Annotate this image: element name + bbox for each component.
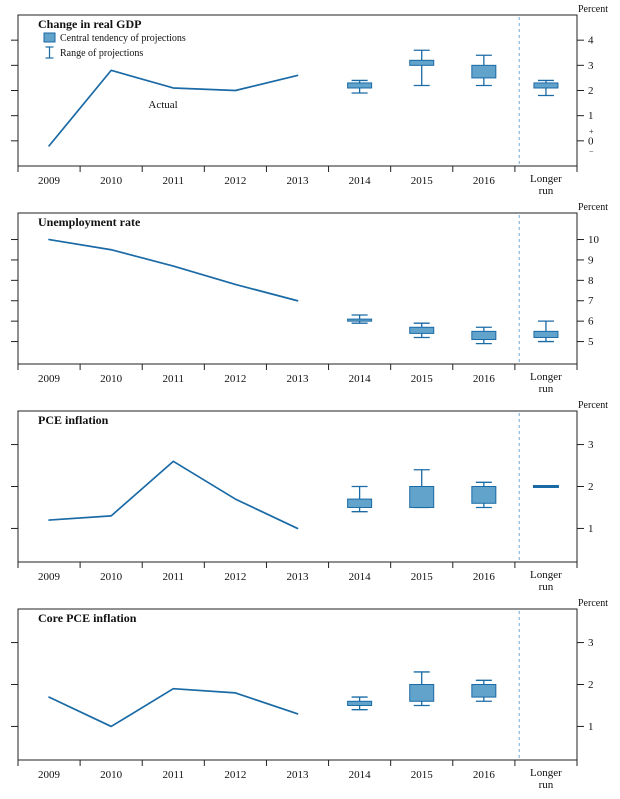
x-tick-label: 2016 xyxy=(473,571,496,583)
y-tick-label: 2 xyxy=(588,481,594,493)
x-tick-label: 2009 xyxy=(38,571,61,583)
x-label-longer-run-line1: Longer xyxy=(530,173,562,185)
panel-gdp: 4 3 2 1 0 + − Actual 2009 2010 2011 2012 2013 2014 201… xyxy=(0,3,620,201)
x-tick-label: 2009 xyxy=(38,373,61,385)
x-label-longer-run-line1: Longer xyxy=(530,569,562,581)
x-label-longer-run-line1: Longer xyxy=(530,371,562,383)
unit-label: Percent xyxy=(578,598,608,609)
gdp-chart: 4 3 2 1 0+ − Actual 2009 2010 2011 2012 2013 2014 201… xyxy=(11,4,608,197)
y-tick-label: 5 xyxy=(588,336,594,348)
x-tick-label: 2011 xyxy=(162,373,184,385)
panel-core-pce-inflation: 3 2 1 2009 2010 2011 2012 2013 2014 2015 2016 Longe… xyxy=(0,597,620,795)
y-tick-label: 2 xyxy=(588,679,594,691)
x-tick-label: 2011 xyxy=(162,769,184,781)
y-tick-label: 1 xyxy=(588,523,594,535)
core-pce-inflation-chart: 3 2 1 2009 2010 2011 2012 2013 2014 2015 2016 Longe… xyxy=(11,598,608,791)
x-label-longer-run-line2: run xyxy=(539,185,554,197)
x-tick-label: 2013 xyxy=(287,769,310,781)
x-tick-label: 2009 xyxy=(38,175,61,187)
y-tick-label: 4 xyxy=(588,35,594,47)
y-tick-label: 3 xyxy=(588,439,594,451)
y-tick-label: 3 xyxy=(588,60,594,72)
panel-title: Unemployment rate xyxy=(38,215,141,229)
unit-label: Percent xyxy=(578,4,608,15)
central-tendency-box xyxy=(471,330,497,341)
x-tick-label: 2011 xyxy=(162,571,184,583)
central-tendency-box xyxy=(409,486,435,508)
legend-central-tendency-swatch xyxy=(43,32,56,43)
central-tendency-box xyxy=(471,684,497,698)
y-tick-label: 9 xyxy=(588,254,594,266)
x-label-longer-run-line1: Longer xyxy=(530,767,562,779)
central-tendency-box xyxy=(533,82,559,89)
actual-line xyxy=(48,238,299,302)
central-tendency-box xyxy=(347,318,373,322)
x-tick-label: 2010 xyxy=(100,373,123,385)
zero-minus-sign: − xyxy=(589,147,594,156)
x-label-longer-run-line2: run xyxy=(539,383,554,395)
central-tendency-box xyxy=(347,700,373,706)
central-tendency-box xyxy=(347,82,373,89)
x-label-longer-run-line2: run xyxy=(539,779,554,791)
x-tick-label: 2016 xyxy=(473,175,496,187)
x-tick-label: 2014 xyxy=(349,373,372,385)
x-tick-label: 2010 xyxy=(100,571,123,583)
legend-central-tendency-label: Central tendency of projections xyxy=(60,33,186,44)
y-tick-label: 1 xyxy=(588,110,594,122)
x-tick-label: 2015 xyxy=(411,571,434,583)
actual-label: Actual xyxy=(148,99,177,111)
zero-plus-sign: + xyxy=(589,127,594,136)
x-tick-label: 2015 xyxy=(411,769,434,781)
central-tendency-box xyxy=(409,326,435,334)
unit-label: Percent xyxy=(578,202,608,213)
panel-pce-inflation: 3 2 1 2009 2010 2011 2012 2013 2014 2015 2016 Longe… xyxy=(0,399,620,597)
actual-line xyxy=(48,460,299,530)
y-tick-label: 7 xyxy=(588,295,594,307)
unit-label: Percent xyxy=(578,400,608,411)
x-tick-label: 2013 xyxy=(287,571,310,583)
x-tick-label: 2013 xyxy=(287,175,310,187)
y-tick-label: 6 xyxy=(588,316,594,328)
x-tick-label: 2010 xyxy=(100,769,123,781)
central-tendency-box xyxy=(471,486,497,504)
panel-unemployment: 10 9 8 7 6 5 2009 2010 2011 2012 2013 2014 2015 2016 L… xyxy=(0,201,620,399)
actual-line xyxy=(48,687,299,728)
x-tick-label: 2014 xyxy=(349,175,372,187)
central-tendency-box xyxy=(409,59,435,66)
x-tick-label: 2015 xyxy=(411,175,434,187)
x-tick-label: 2012 xyxy=(224,373,246,385)
x-tick-label: 2015 xyxy=(411,373,434,385)
x-tick-label: 2010 xyxy=(100,175,123,187)
pce-inflation-chart: 3 2 1 2009 2010 2011 2012 2013 2014 2015 2016 Longe… xyxy=(11,400,608,593)
x-tick-label: 2014 xyxy=(349,571,372,583)
unemployment-chart: 10 9 8 7 6 5 2009 2010 2011 2012 2013 2014 2015 2016 L… xyxy=(11,202,608,395)
x-tick-label: 2012 xyxy=(224,571,246,583)
central-tendency-box xyxy=(471,64,497,79)
y-tick-label: 0 xyxy=(588,135,594,147)
x-tick-label: 2016 xyxy=(473,769,496,781)
y-tick-label: 2 xyxy=(588,85,594,97)
central-tendency-box xyxy=(347,498,373,508)
y-tick-label: 3 xyxy=(588,637,594,649)
panel-title: Change in real GDP xyxy=(38,17,141,31)
x-tick-label: 2012 xyxy=(224,175,246,187)
y-tick-label: 1 xyxy=(588,721,594,733)
x-label-longer-run-line2: run xyxy=(539,581,554,593)
x-tick-label: 2013 xyxy=(287,373,310,385)
x-tick-label: 2012 xyxy=(224,769,246,781)
actual-line xyxy=(48,69,299,147)
x-tick-label: 2011 xyxy=(162,175,184,187)
panel-title: Core PCE inflation xyxy=(38,611,137,625)
x-tick-label: 2016 xyxy=(473,373,496,385)
plot-frame xyxy=(17,212,578,365)
legend-range-label: Range of projections xyxy=(60,48,143,59)
y-tick-label: 8 xyxy=(588,275,594,287)
x-tick-label: 2014 xyxy=(349,769,372,781)
central-tendency-box xyxy=(409,684,435,702)
panel-title: PCE inflation xyxy=(38,413,109,427)
y-tick-label: 10 xyxy=(588,234,600,246)
x-tick-label: 2009 xyxy=(38,769,61,781)
central-tendency-box xyxy=(533,330,559,338)
